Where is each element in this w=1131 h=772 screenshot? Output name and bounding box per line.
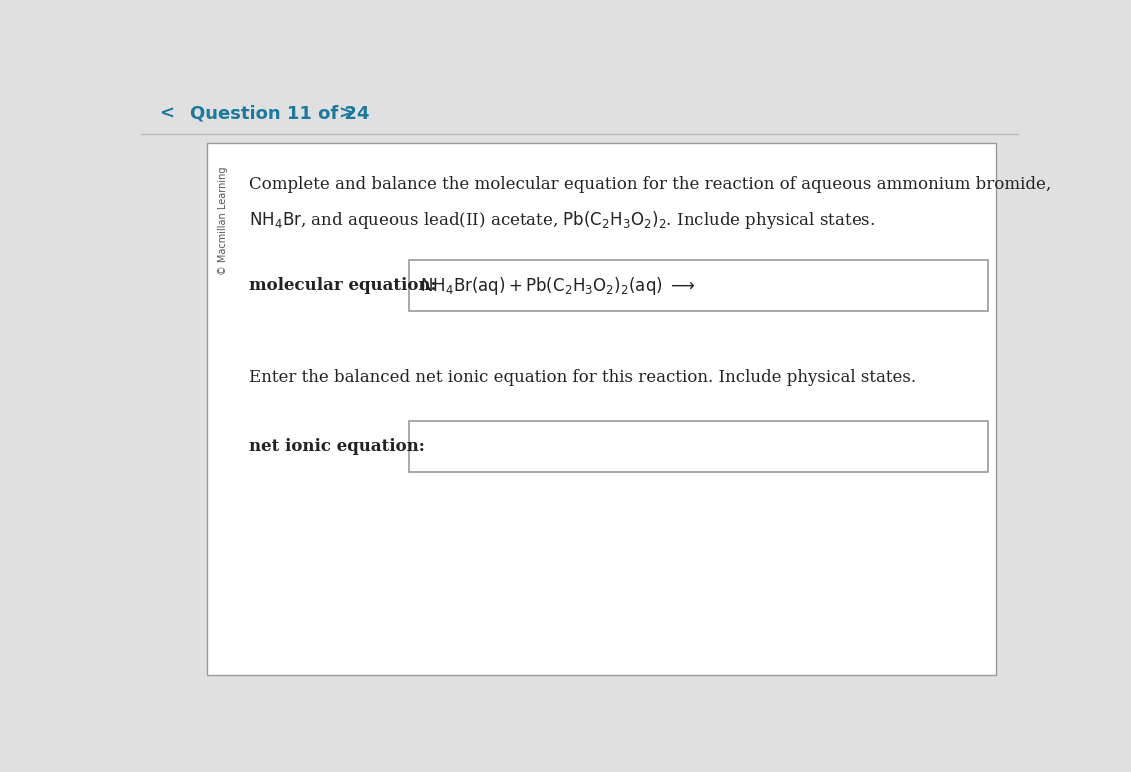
Text: net ionic equation:: net ionic equation: xyxy=(249,438,425,455)
Text: <: < xyxy=(158,104,174,123)
Text: © Macmillan Learning: © Macmillan Learning xyxy=(218,167,227,276)
Text: >: > xyxy=(338,104,354,123)
FancyBboxPatch shape xyxy=(207,143,996,676)
Text: Complete and balance the molecular equation for the reaction of aqueous ammonium: Complete and balance the molecular equat… xyxy=(249,176,1052,193)
Text: $\mathrm{NH_4Br(aq) + Pb(C_2H_3O_2)_2(aq)}$ $\longrightarrow$: $\mathrm{NH_4Br(aq) + Pb(C_2H_3O_2)_2(aq… xyxy=(420,275,696,296)
Text: $\mathrm{NH_4Br}$, and aqueous lead(II) acetate, $\mathrm{Pb(C_2H_3O_2)_2}$. Inc: $\mathrm{NH_4Br}$, and aqueous lead(II) … xyxy=(249,208,875,231)
Text: Question 11 of 24: Question 11 of 24 xyxy=(190,104,369,123)
Text: molecular equation:: molecular equation: xyxy=(249,277,437,294)
FancyBboxPatch shape xyxy=(408,421,988,472)
Text: Enter the balanced net ionic equation for this reaction. Include physical states: Enter the balanced net ionic equation fo… xyxy=(249,369,916,386)
FancyBboxPatch shape xyxy=(408,260,988,311)
FancyBboxPatch shape xyxy=(141,93,1018,134)
